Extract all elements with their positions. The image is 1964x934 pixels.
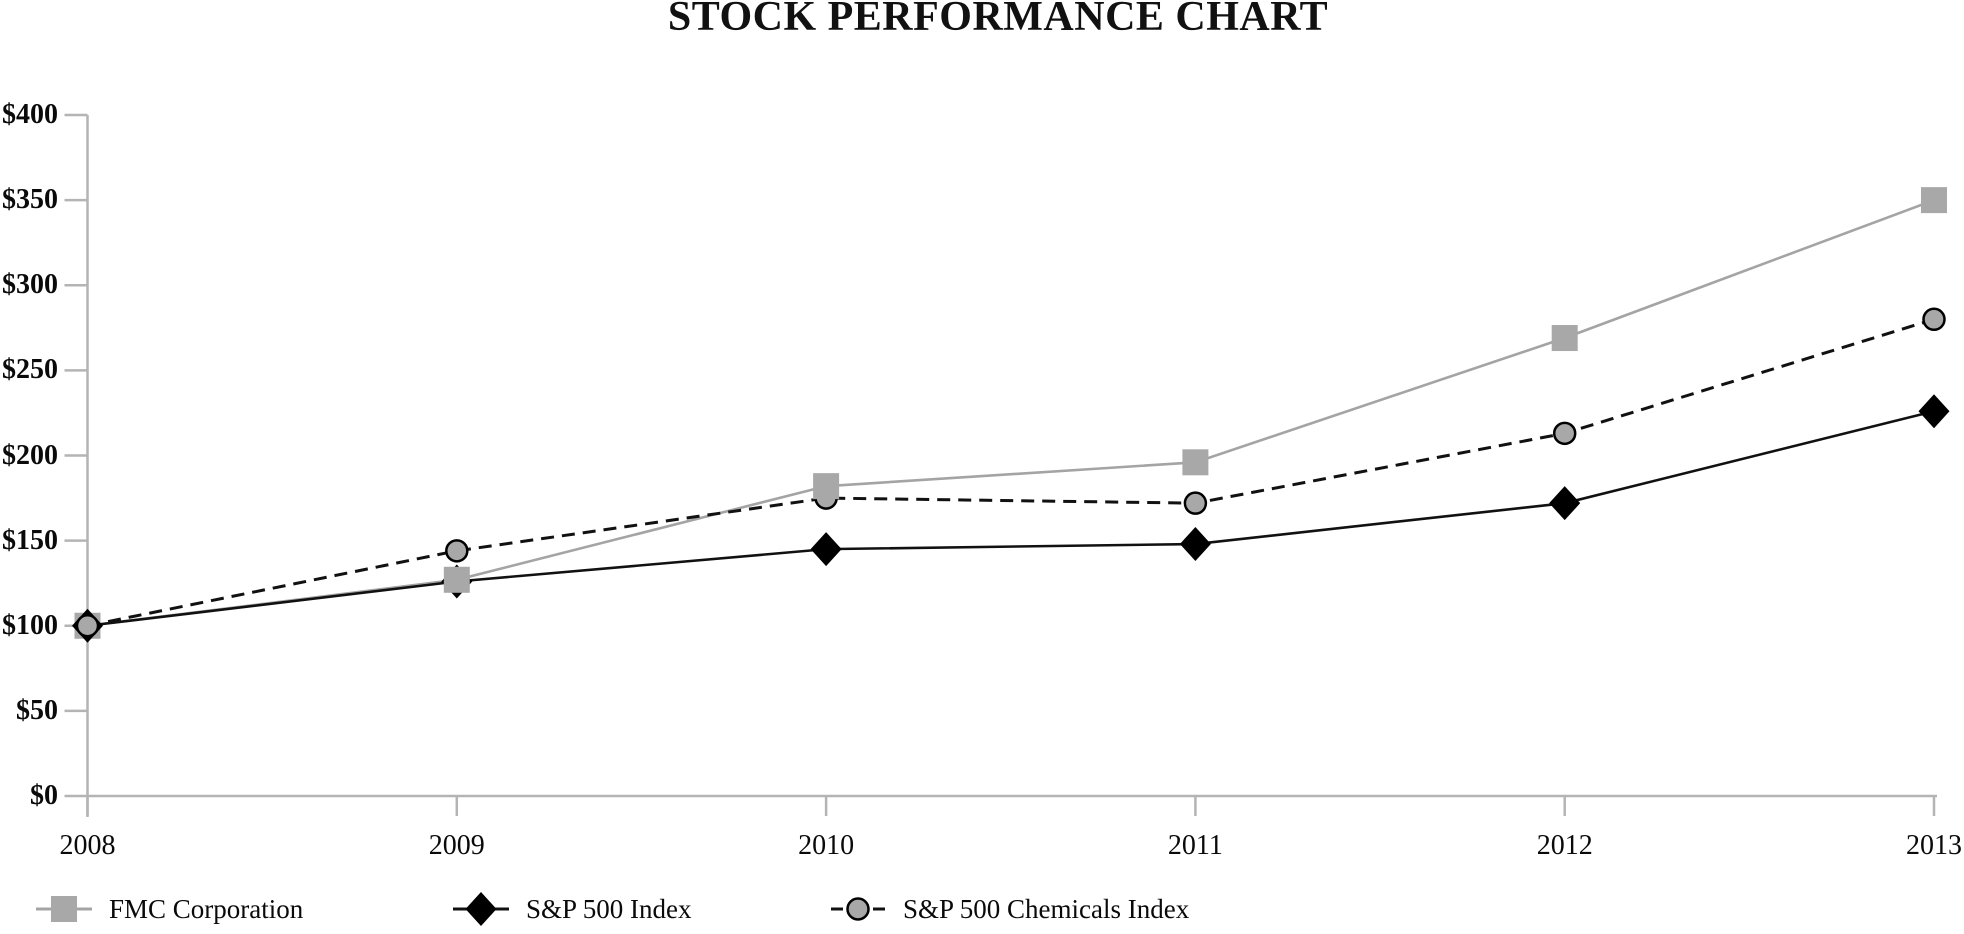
marker-square-year-2013 xyxy=(1921,187,1947,214)
y-tick-label: $0 xyxy=(30,780,58,811)
series-line-1 xyxy=(87,409,1935,628)
series-line-2 xyxy=(87,317,1935,628)
marker-diamond-year-2011 xyxy=(1179,527,1211,562)
marker-diamond-year-2012 xyxy=(1549,486,1581,521)
x-tick-label: 2013 xyxy=(1906,830,1962,861)
marker-square-year-2012 xyxy=(1551,325,1578,352)
y-tick-label: $400 xyxy=(2,99,58,130)
x-tick-label: 2010 xyxy=(798,830,855,861)
marker-circle-year-2009 xyxy=(445,539,469,563)
legend-marker-sp500-diamond-icon xyxy=(453,892,509,926)
x-tick-label: 2012 xyxy=(1536,830,1593,861)
x-tick-label: 2009 xyxy=(428,830,485,861)
y-tick-label: $300 xyxy=(2,269,58,301)
legend-item-sp500-index: S&P 500 Index xyxy=(453,892,692,926)
y-tick-label: $150 xyxy=(2,524,58,556)
marker-square-year-2009 xyxy=(443,566,470,593)
y-tick-label: $50 xyxy=(16,694,58,726)
legend-marker-fmc-square-icon xyxy=(36,896,92,922)
marker-diamond-year-2013 xyxy=(1918,394,1950,429)
marker-circle-year-2013 xyxy=(1922,307,1946,332)
chart-title: STOCK PERFORMANCE CHART xyxy=(667,0,1329,40)
marker-circle-year-2012 xyxy=(1552,421,1577,446)
series-line-0 xyxy=(87,198,1935,628)
legend-item-fmc-corporation: FMC Corporation xyxy=(36,892,303,926)
legend-circle-marker xyxy=(846,897,870,921)
y-tick-label: $200 xyxy=(2,439,58,471)
legend-label-sp500-chemicals-index: S&P 500 Chemicals Index xyxy=(903,893,1190,924)
marker-square-year-2011 xyxy=(1182,449,1209,476)
legend-label-sp500-index: S&P 500 Index xyxy=(526,893,692,924)
x-tick-label: 2008 xyxy=(59,830,116,861)
legend-marker-chemicals-circle-icon xyxy=(831,897,885,921)
y-tick-label: $100 xyxy=(2,609,58,641)
marker-circle-year-2011 xyxy=(1183,491,1208,515)
y-tick-label: $350 xyxy=(2,184,58,216)
legend-label-fmc-corporation: FMC Corporation xyxy=(109,893,304,924)
x-tick-label: 2011 xyxy=(1167,830,1223,861)
y-tick-label: $250 xyxy=(2,354,58,386)
legend-item-sp500-chemicals-index: S&P 500 Chemicals Index xyxy=(830,892,1189,926)
legend-diamond-marker xyxy=(465,892,497,926)
marker-circle-year-2008 xyxy=(75,614,100,638)
marker-diamond-year-2010 xyxy=(810,532,842,567)
marker-square-year-2010 xyxy=(813,473,840,500)
legend-square-marker xyxy=(51,896,77,922)
